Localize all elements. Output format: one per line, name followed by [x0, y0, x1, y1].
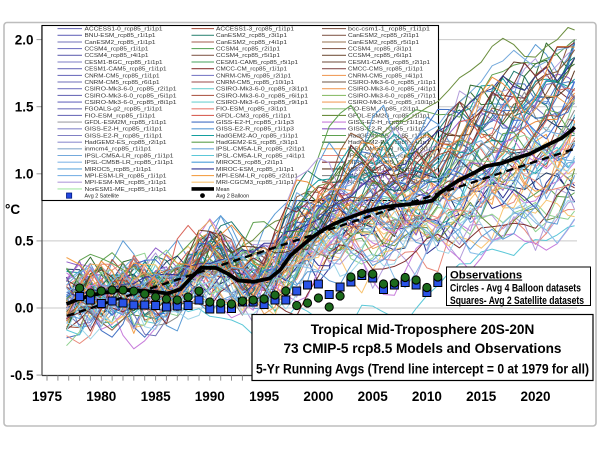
- svg-text:CanESM2_rcp85_r5i1p1: CanESM2_rcp85_r5i1p1: [348, 40, 419, 46]
- svg-text:2015: 2015: [466, 389, 497, 404]
- svg-text:CNRM-CM5_rcp85_r6i1p1: CNRM-CM5_rcp85_r6i1p1: [85, 80, 160, 86]
- svg-text:CanESM2_rcp85_r3i1p1: CanESM2_rcp85_r3i1p1: [216, 33, 287, 39]
- svg-text:5-Yr Running Avgs (Trend line: 5-Yr Running Avgs (Trend line intercept …: [256, 362, 589, 377]
- svg-text:CESM1-BGC_rcp85_r1i1p1: CESM1-BGC_rcp85_r1i1p1: [85, 60, 163, 66]
- svg-text:CCSM4_rcp85_r3i1p1: CCSM4_rcp85_r3i1p1: [348, 47, 412, 53]
- svg-text:1990: 1990: [195, 389, 225, 404]
- svg-text:CSIRO-Mk3-6-0_rcp85_r9i1p1: CSIRO-Mk3-6-0_rcp85_r9i1p1: [216, 100, 308, 106]
- svg-text:BNU-ESM_rcp85_r1i1p1: BNU-ESM_rcp85_r1i1p1: [85, 33, 156, 39]
- svg-text:IPSL-CM5B-LR_rcp85_r1i1p1: IPSL-CM5B-LR_rcp85_r1i1p1: [85, 160, 174, 166]
- svg-text:FIO-ESM_rcp85_r1i1p1: FIO-ESM_rcp85_r1i1p1: [85, 113, 156, 119]
- svg-text:0.5: 0.5: [15, 234, 34, 249]
- svg-text:CESM1-CAM5_rcp85_r5i1p1: CESM1-CAM5_rcp85_r5i1p1: [216, 60, 298, 66]
- svg-text:CCSM4_rcp85_r4i1p1: CCSM4_rcp85_r4i1p1: [85, 53, 149, 59]
- svg-text:IPSL-CM5A-LR_rcp85_r1i1p1: IPSL-CM5A-LR_rcp85_r1i1p1: [85, 153, 174, 159]
- svg-text:CSIRO-Mk3-6-0_rcp85_r1i1p1: CSIRO-Mk3-6-0_rcp85_r1i1p1: [348, 80, 436, 86]
- svg-text:2020: 2020: [520, 389, 550, 404]
- svg-text:CESM1-CAM5_rcp85_r1i1p1: CESM1-CAM5_rcp85_r1i1p1: [85, 67, 167, 73]
- svg-text:CSIRO-Mk3-6-0_rcp85_r4i1p1: CSIRO-Mk3-6-0_rcp85_r4i1p1: [348, 87, 436, 93]
- svg-text:Avg 2 Satellite: Avg 2 Satellite: [85, 194, 119, 200]
- svg-text:Avg 2 Balloon: Avg 2 Balloon: [216, 194, 249, 200]
- svg-text:CNRM-CM5_rcp85_r1i1p1: CNRM-CM5_rcp85_r1i1p1: [85, 73, 160, 79]
- svg-text:CMCC-CMS_rcp85_r1i1p1: CMCC-CMS_rcp85_r1i1p1: [348, 67, 423, 73]
- svg-text:IPSL-CM5A-MR_rcp85_r1i1p1: IPSL-CM5A-MR_rcp85_r1i1p1: [348, 153, 436, 159]
- svg-text:HadGEM2-AO_rcp85_r1i1p1: HadGEM2-AO_rcp85_r1i1p1: [216, 133, 298, 139]
- svg-text:CanESM2_rcp85_r1i1p1: CanESM2_rcp85_r1i1p1: [85, 40, 156, 46]
- svg-text:HadGEM2-ES_rcp85_r3i1p1: HadGEM2-ES_rcp85_r3i1p1: [216, 140, 298, 146]
- svg-text:CSIRO-Mk3-6-0_rcp85_r7i1p1: CSIRO-Mk3-6-0_rcp85_r7i1p1: [348, 93, 436, 99]
- svg-text:MPI-ESM-LR_rcp85_r2i1p1: MPI-ESM-LR_rcp85_r2i1p1: [216, 174, 298, 180]
- svg-text:CNRM-CM5_rcp85_r4i1p1: CNRM-CM5_rcp85_r4i1p1: [348, 73, 423, 79]
- svg-text:MPI-ESM-LR_rcp85_r3i1p1: MPI-ESM-LR_rcp85_r3i1p1: [348, 174, 430, 180]
- svg-text:CNRM-CM5_rcp85_r2i1p1: CNRM-CM5_rcp85_r2i1p1: [216, 73, 291, 79]
- svg-text:CCSM4_rcp85_r5i1p1: CCSM4_rcp85_r5i1p1: [216, 53, 280, 59]
- svg-text:CSIRO-Mk3-6-0_rcp85_r2i1p1: CSIRO-Mk3-6-0_rcp85_r2i1p1: [85, 87, 177, 93]
- svg-text:MRI-CGCM3_rcp85_r1i1p1: MRI-CGCM3_rcp85_r1i1p1: [216, 180, 294, 186]
- svg-text:CCSM4_rcp85_r2i1p1: CCSM4_rcp85_r2i1p1: [216, 47, 280, 53]
- svg-text:Squares- Avg 2 Satellite datas: Squares- Avg 2 Satellite datasets: [450, 295, 584, 307]
- svg-text:MIROC5_rcp85_r2i1p1: MIROC5_rcp85_r2i1p1: [216, 160, 283, 166]
- svg-text:HadGEM2-ES_rcp85_r4i1p1: HadGEM2-ES_rcp85_r4i1p1: [348, 140, 430, 146]
- svg-text:GFDL-ESM2G_rcp85_r1i1p1: GFDL-ESM2G_rcp85_r1i1p1: [348, 113, 430, 119]
- svg-text:1975: 1975: [32, 389, 63, 404]
- svg-text:CNRM-CM5_rcp85_r10i1p1: CNRM-CM5_rcp85_r10i1p1: [216, 80, 294, 86]
- svg-text:ACCESS1-3_rcp85_r1i1p1: ACCESS1-3_rcp85_r1i1p1: [216, 27, 294, 33]
- svg-text:Mean: Mean: [216, 187, 230, 193]
- svg-text:0.0: 0.0: [15, 301, 34, 316]
- svg-text:MIROC-ESM_rcp85_r1i1p1: MIROC-ESM_rcp85_r1i1p1: [216, 167, 294, 173]
- svg-text:CSIRO-Mk3-6-0_rcp85_r6i1p1: CSIRO-Mk3-6-0_rcp85_r6i1p1: [216, 93, 308, 99]
- svg-text:inmcm4_rcp85_r1i1p1: inmcm4_rcp85_r1i1p1: [85, 147, 152, 153]
- svg-text:CMCC-CM_rcp85_r1i1p1: CMCC-CM_rcp85_r1i1p1: [216, 67, 287, 73]
- svg-text:CanESM2_rcp85_r4i1p1: CanESM2_rcp85_r4i1p1: [216, 40, 287, 46]
- svg-text:CSIRO-Mk3-6-0_rcp85_r5i1p1: CSIRO-Mk3-6-0_rcp85_r5i1p1: [85, 93, 177, 99]
- svg-text:Observations: Observations: [450, 270, 522, 282]
- svg-text:FIO-ESM_rcp85_r3i1p1: FIO-ESM_rcp85_r3i1p1: [216, 107, 287, 113]
- svg-text:NorESM1-ME_rcp85_r1i1p1: NorESM1-ME_rcp85_r1i1p1: [85, 187, 167, 193]
- svg-text:ACCESS1-0_rcp85_r1i1p1: ACCESS1-0_rcp85_r1i1p1: [85, 27, 163, 33]
- svg-text:FIO-ESM_rcp85_r2i1p1: FIO-ESM_rcp85_r2i1p1: [348, 107, 419, 113]
- svg-text:GISS-E2-R_rcp85_r1i1p3: GISS-E2-R_rcp85_r1i1p3: [216, 127, 294, 133]
- svg-text:2010: 2010: [412, 389, 442, 404]
- svg-text:bcc-csm1-1_rcp85_r1i1p1: bcc-csm1-1_rcp85_r1i1p1: [348, 27, 430, 33]
- svg-text:CanESM2_rcp85_r2i1p1: CanESM2_rcp85_r2i1p1: [348, 33, 419, 39]
- svg-text:1980: 1980: [86, 389, 116, 404]
- svg-text:MPI-ESM-MR_rcp85_r1i1p1: MPI-ESM-MR_rcp85_r1i1p1: [85, 180, 167, 186]
- svg-text:GFDL-CM3_rcp85_r1i1p1: GFDL-CM3_rcp85_r1i1p1: [216, 113, 291, 119]
- svg-text:GISS-E2-H_rcp85_r1i1p2: GISS-E2-H_rcp85_r1i1p2: [348, 120, 426, 126]
- svg-text:°C: °C: [5, 202, 20, 217]
- svg-text:HadGEM2-ES_rcp85_r2i1p1: HadGEM2-ES_rcp85_r2i1p1: [85, 140, 167, 146]
- svg-text:GISS-E2-H_rcp85_r1i1p1: GISS-E2-H_rcp85_r1i1p1: [85, 127, 163, 133]
- svg-text:2005: 2005: [358, 389, 389, 404]
- svg-text:FGOALS-g2_rcp85_r1i1p1: FGOALS-g2_rcp85_r1i1p1: [85, 107, 163, 113]
- svg-text:1.5: 1.5: [15, 99, 34, 114]
- svg-text:IPSL-CM5A-LR_rcp85_r4i1p1: IPSL-CM5A-LR_rcp85_r4i1p1: [216, 153, 305, 159]
- svg-text:CESM1-CAM5_rcp85_r2i1p1: CESM1-CAM5_rcp85_r2i1p1: [348, 60, 430, 66]
- svg-text:CCSM4_rcp85_r6i1p1: CCSM4_rcp85_r6i1p1: [348, 53, 412, 59]
- svg-text:Circles - Avg 4 Balloon datase: Circles - Avg 4 Balloon datasets: [450, 283, 581, 295]
- svg-text:MIROC5_rcp85_r1i1p1: MIROC5_rcp85_r1i1p1: [85, 167, 152, 173]
- svg-text:73 CMIP-5 rcp8.5 Models and Ob: 73 CMIP-5 rcp8.5 Models and Observations: [283, 341, 561, 356]
- svg-text:1995: 1995: [249, 389, 280, 404]
- svg-text:Tropical Mid-Troposphere 20S-2: Tropical Mid-Troposphere 20S-20N: [311, 322, 535, 337]
- svg-text:2000: 2000: [303, 389, 333, 404]
- svg-text:CSIRO-Mk3-6-0_rcp85_r8i1p1: CSIRO-Mk3-6-0_rcp85_r8i1p1: [85, 100, 177, 106]
- svg-text:GISS-E2-R_rcp85_r1i1p1: GISS-E2-R_rcp85_r1i1p1: [85, 133, 163, 139]
- svg-text:CSIRO-Mk3-6-0_rcp85_r3i1p1: CSIRO-Mk3-6-0_rcp85_r3i1p1: [216, 87, 308, 93]
- svg-text:GFDL-ESM2M_rcp85_r1i1p1: GFDL-ESM2M_rcp85_r1i1p1: [85, 120, 167, 126]
- svg-text:CCSM4_rcp85_r1i1p1: CCSM4_rcp85_r1i1p1: [85, 47, 149, 53]
- svg-text:GISS-E2-R_rcp85_r1i1p2: GISS-E2-R_rcp85_r1i1p2: [348, 127, 426, 133]
- svg-text:CSIRO-Mk3-6-0_rcp85_r10i1p1: CSIRO-Mk3-6-0_rcp85_r10i1p1: [348, 100, 436, 106]
- svg-text:GISS-E2-H_rcp85_r1i1p3: GISS-E2-H_rcp85_r1i1p3: [216, 120, 294, 126]
- svg-text:2.0: 2.0: [15, 32, 34, 47]
- svg-text:1985: 1985: [141, 389, 172, 404]
- svg-text:IPSL-CM5A-LR_rcp85_r2i1p1: IPSL-CM5A-LR_rcp85_r2i1p1: [216, 147, 305, 153]
- svg-text:MPI-ESM-LR_rcp85_r1i1p1: MPI-ESM-LR_rcp85_r1i1p1: [85, 174, 167, 180]
- svg-text:1.0: 1.0: [15, 167, 34, 182]
- svg-text:IPSL-CM5A-LR_rcp85_r3i1p1: IPSL-CM5A-LR_rcp85_r3i1p1: [348, 147, 436, 153]
- svg-text:-0.5: -0.5: [10, 368, 34, 383]
